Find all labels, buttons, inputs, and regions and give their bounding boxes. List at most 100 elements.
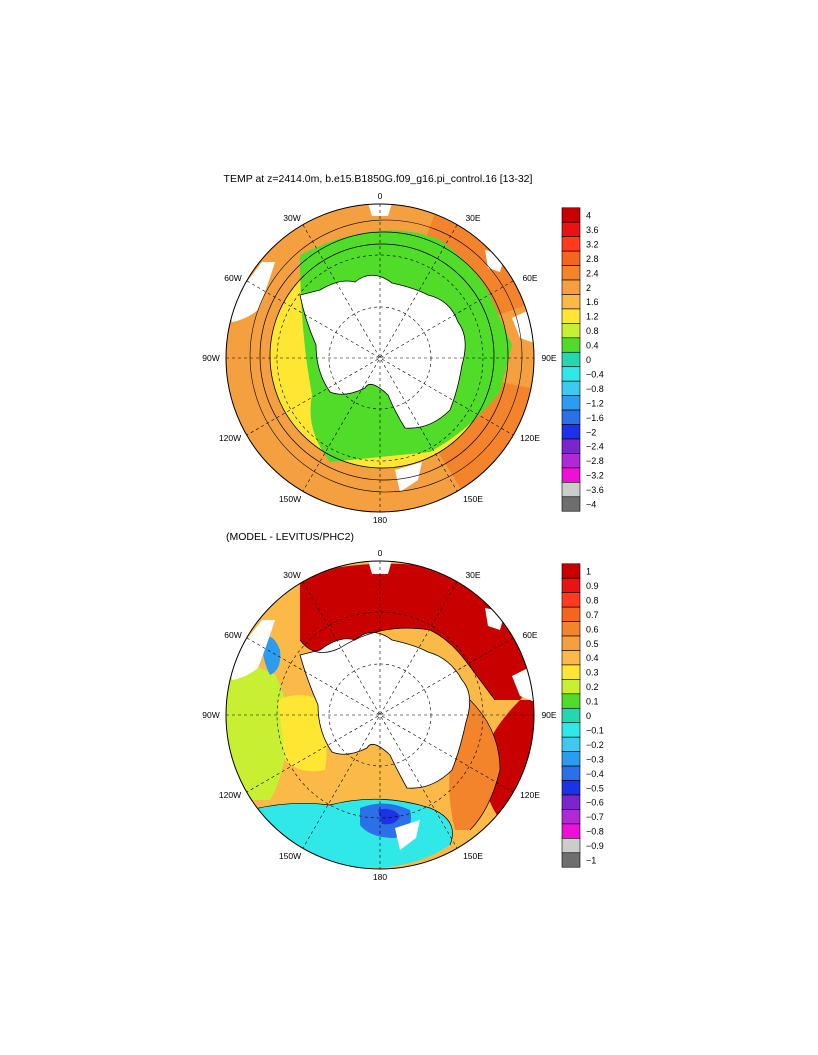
bottom-colorbar-box [561,679,581,695]
top-colorbar-label: −2 [586,427,596,437]
bottom-colorbar-label: −0.6 [586,798,604,808]
top-colorbar-label: −0.4 [586,369,604,379]
top-colorbar-label: −2.8 [586,456,604,466]
bottom-colorbar-box [561,592,581,608]
bottom-lon-label: 90W [202,710,219,720]
bottom-colorbar-label: −0.8 [586,827,604,837]
bottom-colorbar-label: −1 [586,856,596,866]
top-contour-2 [259,231,509,481]
bottom-colorbar-box [561,823,581,839]
top-colorbar-box [561,337,581,353]
top-colorbar-box [561,236,581,252]
bottom-colorbar-label: −0.7 [586,812,604,822]
top-colorbar-box [561,323,581,339]
bottom-colorbar-box [561,650,581,666]
bottom-contour-1 [299,627,496,701]
bottom-colorbar-box [561,693,581,709]
bottom-colorbar-box [561,852,581,868]
bottom-colorbar-label: 0.7 [586,610,599,620]
top-colorbar-box [561,265,581,281]
top-colorbar-label: 0.4 [586,341,599,351]
bottom-field-blue-west [262,636,281,675]
top-colorbar-label: −1.6 [586,413,604,423]
top-lon-label: 30E [465,213,480,223]
top-lon-label: 30W [283,213,300,223]
bottom-lon-label: 120E [520,790,540,800]
bottom-colorbar-box [561,751,581,767]
bottom-lon-label: 60E [522,630,537,640]
bottom-field-green-west [226,666,289,800]
bottom-colorbar-label: 0.1 [586,697,599,707]
top-colorbar-box [561,308,581,324]
bottom-lon-label: 180 [373,872,387,882]
top-longitude-labels: 0 30E 60E 90E 120E 150E 180 150W 120W 90… [202,191,557,525]
top-lon-label: 120E [520,433,540,443]
top-lon-label: 120W [219,433,241,443]
bottom-lon-label: 90E [541,710,556,720]
top-colorbar-label: −0.8 [586,384,604,394]
top-colorbar-label: 0 [586,355,591,365]
bottom-colorbar-box [561,736,581,752]
bottom-colorbar-box [561,577,581,593]
bottom-colorbar-box [561,780,581,796]
top-colorbar: 4 3.6 3.2 2.8 2.4 2 1.6 1.2 0.8 0.4 0 −0.4 −0.8 −1.2 −… [561,207,604,512]
top-colorbar-box [561,424,581,440]
bottom-lon-label: 0 [378,548,383,558]
bottom-lon-label: 30W [283,570,300,580]
top-colorbar-box [561,207,581,223]
bottom-colorbar-label: 0.8 [586,595,599,605]
top-lon-label: 0 [378,191,383,201]
top-contour-1 [269,243,495,469]
bottom-colorbar-label: 0.6 [586,624,599,634]
top-colorbar-box [561,453,581,469]
top-colorbar-box [561,409,581,425]
top-land-south-islands [395,462,422,492]
bottom-lon-label: 120W [219,790,241,800]
bottom-colorbar-label: −0.4 [586,769,604,779]
bottom-lon-label: 150W [279,851,301,861]
bottom-colorbar-label: 0.5 [586,639,599,649]
top-lon-label: 180 [373,515,387,525]
bottom-longitude-labels: 0 30E 60E 90E 120E 150E 180 150W 120W 90… [202,548,557,882]
top-colorbar-label: −3.2 [586,471,604,481]
top-colorbar-label: −2.4 [586,442,604,452]
bottom-contour-3 [469,699,501,831]
top-colorbar-box [561,395,581,411]
bottom-graticule [226,561,534,869]
bottom-colorbar-box [561,664,581,680]
bottom-colorbar-box [561,621,581,637]
top-colorbar-box [561,250,581,266]
top-colorbar-box [561,351,581,368]
top-antarctica-coast [299,274,466,429]
bottom-panel-title: (MODEL - LEVITUS/PHC2) [226,531,354,543]
top-lon-label: 60W [224,273,241,283]
top-colorbar-box [561,438,581,454]
top-colorbar-label: 2.8 [586,254,599,264]
top-lon-label: 90E [541,353,556,363]
top-antarctica [300,275,466,429]
top-colorbar-box [561,294,581,310]
bottom-map [225,560,535,870]
bottom-colorbar-box [561,722,581,738]
top-colorbar-label: 1.6 [586,297,599,307]
bottom-colorbar-box [561,563,581,579]
bottom-lon-label: 60W [224,630,241,640]
bottom-map-border [225,560,535,870]
top-colorbar-label: 3.6 [586,225,599,235]
bottom-colorbar-label: −0.3 [586,754,604,764]
bottom-colorbar-box [561,606,581,622]
bottom-lon-label: 150E [463,851,483,861]
top-colorbar-label: −3.6 [586,485,604,495]
bottom-colorbar-label: −0.1 [586,725,604,735]
top-lon-label: 150E [463,494,483,504]
bottom-contour-2 [249,798,453,846]
top-colorbar-label: 4 [586,211,591,221]
bottom-field-deep-blue [378,808,400,825]
bottom-colorbar-label: −0.5 [586,783,604,793]
top-land-south-america [228,262,275,322]
top-graticule [226,204,534,512]
bottom-colorbar-box [561,707,581,724]
top-colorbar-label: 2.4 [586,268,599,278]
bottom-land-south-islands [395,820,420,850]
